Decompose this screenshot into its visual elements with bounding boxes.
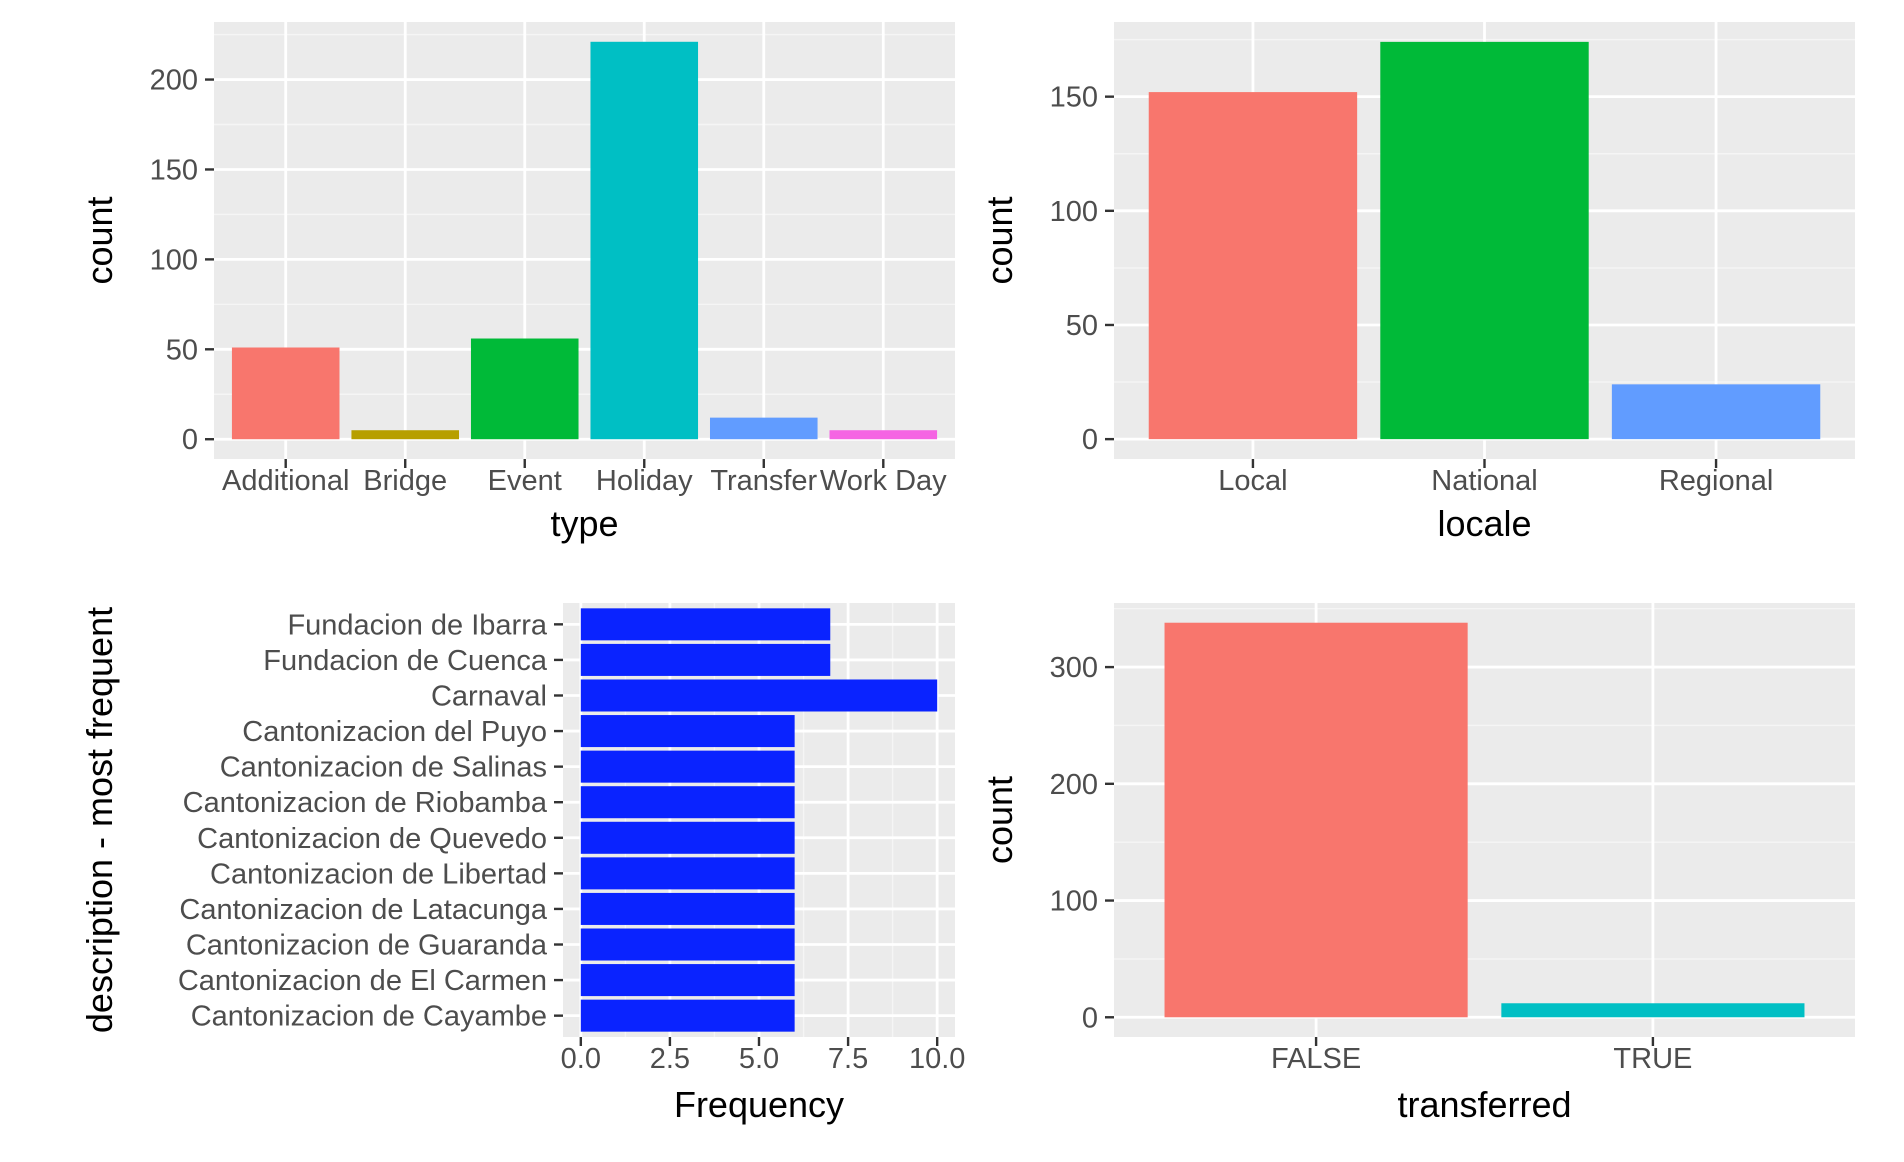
y-tick-label-cantonizacion-de-cayambe: Cantonizacion de Cayambe [191,1001,547,1033]
x-tick-label-additional: Additional [222,465,349,497]
bar-false [1164,622,1468,1018]
x-tick-label-local: Local [1218,465,1287,497]
x-tick-label-event: Event [488,465,562,497]
y-axis-title: count [979,776,1020,864]
bar-cantonizacion-del-puyo [580,715,795,748]
bar-cantonizacion-de-cayambe [580,999,795,1032]
x-tick-label-transfer: Transfer [710,465,817,497]
chart-panel-3: 0.0 2.5 5.0 7.5 10.0 Cantonizacion de Cayambe… [79,603,965,1125]
x-axis-title: type [550,503,618,544]
bar-cantonizacion-de-libertad [580,857,795,890]
y-tick-label-cantonizacion-de-guaranda: Cantonizacion de Guaranda [186,930,548,962]
x-axis-title: transferred [1397,1084,1571,1125]
x-tick-label-work-day: Work Day [820,465,947,497]
bar-fundacion-de-cuenca [580,643,831,676]
x-tick-label: 2.5 [650,1043,690,1075]
bar-fundacion-de-ibarra [580,608,831,641]
y-tick-label: 200 [150,65,198,97]
y-tick-label: 0 [1082,424,1098,456]
bar-cantonizacion-de-el-carmen [580,964,795,997]
y-axis-title: count [979,196,1020,284]
y-tick-label: 100 [150,244,198,276]
bar-national [1380,41,1589,440]
x-axis-title: locale [1437,503,1531,544]
y-axis-title: description - most frequent [79,607,120,1033]
y-tick-label-cantonizacion-de-salinas: Cantonizacion de Salinas [220,752,547,784]
bar-event [470,338,579,440]
bar-cantonizacion-de-guaranda [580,928,795,961]
y-tick-label: 150 [150,154,198,186]
y-tick-label-cantonizacion-de-el-carmen: Cantonizacion de El Carmen [178,965,547,997]
bar-carnaval [580,679,938,712]
y-tick-label-carnaval: Carnaval [431,680,547,712]
x-tick-label-false: FALSE [1271,1043,1361,1075]
x-tick-label: 0.0 [561,1043,601,1075]
bar-true [1501,1003,1805,1018]
x-tick-label: 5.0 [739,1043,779,1075]
y-tick-label-cantonizacion-del-puyo: Cantonizacion del Puyo [242,716,547,748]
y-tick-label: 300 [1050,652,1098,684]
x-tick-label-holiday: Holiday [596,465,693,497]
y-tick-label-cantonizacion-de-latacunga: Cantonizacion de Latacunga [179,894,547,926]
y-tick-label-cantonizacion-de-quevedo: Cantonizacion de Quevedo [197,823,547,855]
y-tick-label: 50 [166,334,198,366]
chart-panel-4: 0 100 200 300 FALSE TRUE transferred count [979,603,1855,1125]
x-tick-label-national: National [1431,465,1537,497]
bar-work-day [829,430,938,440]
bar-cantonizacion-de-salinas [580,750,795,783]
bar-cantonizacion-de-quevedo [580,821,795,854]
y-tick-label-cantonizacion-de-riobamba: Cantonizacion de Riobamba [183,787,548,819]
bar-holiday [590,41,699,440]
x-tick-label: 7.5 [828,1043,868,1075]
y-tick-label: 100 [1050,886,1098,918]
bar-cantonizacion-de-riobamba [580,786,795,819]
y-axis-title: count [79,196,120,284]
x-tick-label-regional: Regional [1659,465,1773,497]
bar-cantonizacion-de-latacunga [580,892,795,925]
x-tick-label: 10.0 [909,1043,965,1075]
bar-additional [231,347,340,440]
x-axis-title: Frequency [674,1084,844,1125]
chart-panel-1: 0 50 100 150 200 Additional Bridge Event Holiday… [79,22,955,544]
bar-local [1148,92,1358,440]
bar-regional [1611,384,1821,440]
y-tick-label: 100 [1050,196,1098,228]
x-tick-label-true: TRUE [1613,1043,1692,1075]
y-tick-label: 50 [1066,310,1098,342]
chart-panel-2: 0 50 100 150 Local National Regional locale coun… [979,22,1855,544]
y-tick-label-cantonizacion-de-libertad: Cantonizacion de Libertad [210,858,547,890]
x-tick-label-bridge: Bridge [363,465,447,497]
bar-transfer [709,417,818,440]
y-tick-label: 200 [1050,769,1098,801]
bar-bridge [351,430,460,440]
y-tick-label-fundacion-de-cuenca: Fundacion de Cuenca [263,645,548,677]
y-tick-label: 0 [182,424,198,456]
y-tick-label-fundacion-de-ibarra: Fundacion de Ibarra [287,609,547,641]
y-tick-label: 0 [1082,1002,1098,1034]
y-tick-label: 150 [1050,82,1098,114]
